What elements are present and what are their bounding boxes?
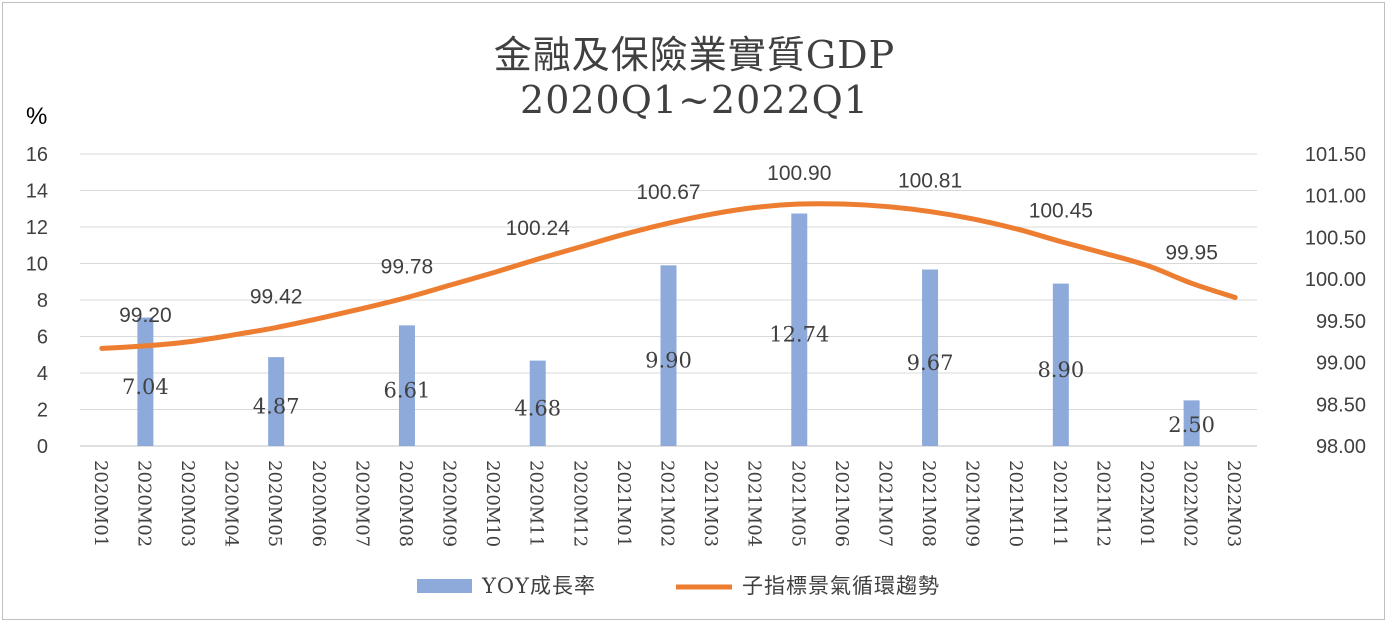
bar — [1183, 400, 1200, 446]
x-tick-label: 2021M06 — [831, 460, 852, 547]
x-tick-label: 2021M05 — [787, 460, 808, 547]
line-data-label: 99.78 — [381, 255, 434, 278]
x-tick-label: 2021M03 — [700, 460, 721, 547]
bar — [1052, 283, 1069, 446]
trend-line — [99, 201, 1238, 351]
bar — [660, 265, 677, 446]
legend-bar-label: YOY成長率 — [481, 574, 596, 598]
x-tick-label: 2020M11 — [526, 460, 547, 547]
line-data-label: 100.45 — [1029, 200, 1093, 223]
y-right-tick-label: 98.50 — [1316, 394, 1366, 416]
y-left-tick-label: 0 — [37, 436, 48, 458]
y-right-tick-label: 98.00 — [1316, 436, 1366, 458]
line-data-label: 99.20 — [119, 304, 172, 327]
y-left-tick-label: 14 — [26, 181, 48, 203]
legend-line-label: 子指標景氣循環趨勢 — [742, 574, 940, 598]
y-left-unit-label: % — [26, 103, 47, 130]
x-tick-label: 2022M01 — [1136, 460, 1157, 547]
y-right-tick-label: 99.50 — [1316, 311, 1366, 333]
y-right-tick-label: 100.00 — [1305, 269, 1366, 291]
bar — [268, 357, 285, 446]
x-tick-label: 2021M11 — [1049, 460, 1070, 547]
bar-data-label: 4.87 — [253, 395, 300, 419]
y-right-tick-label: 100.50 — [1305, 227, 1366, 249]
x-tick-label: 2020M05 — [264, 460, 285, 547]
x-tick-label: 2020M08 — [395, 460, 416, 547]
y-left-tick-label: 6 — [37, 327, 48, 349]
x-tick-label: 2020M06 — [308, 460, 329, 547]
y-left-tick-label: 8 — [37, 290, 48, 312]
line-data-label: 99.95 — [1165, 241, 1218, 264]
x-tick-label: 2021M09 — [962, 460, 983, 547]
bar-data-label: 9.67 — [907, 351, 954, 375]
x-tick-label: 2021M02 — [657, 460, 678, 547]
x-tick-label: 2022M03 — [1223, 460, 1244, 547]
x-tick-label: 2022M02 — [1180, 460, 1201, 547]
x-tick-label: 2020M07 — [351, 460, 372, 547]
bar — [137, 317, 154, 446]
y-right-tick-label: 99.00 — [1316, 353, 1366, 375]
x-tick-label: 2021M10 — [1005, 460, 1026, 547]
x-tick-label: 2020M04 — [221, 460, 242, 547]
bar — [922, 269, 939, 446]
bar-data-label: 12.74 — [769, 323, 829, 347]
line-data-label: 100.24 — [506, 217, 571, 240]
bar — [529, 360, 546, 446]
x-tick-label: 2021M07 — [874, 460, 895, 547]
y-left-tick-label: 2 — [37, 400, 48, 422]
y-left-tick-label: 16 — [26, 144, 48, 166]
bar — [791, 213, 808, 446]
x-tick-label: 2021M12 — [1092, 460, 1113, 547]
bar-data-label: 4.68 — [514, 396, 561, 420]
bar-data-label: 7.04 — [122, 375, 169, 399]
bar-data-label: 6.61 — [384, 379, 431, 403]
y-left-tick-label: 4 — [37, 363, 48, 385]
x-tick-label: 2020M09 — [439, 460, 460, 547]
x-tick-label: 2020M12 — [569, 460, 590, 547]
y-left-tick-label: 10 — [26, 254, 48, 276]
chart-subtitle: 2020Q1~2022Q1 — [520, 78, 869, 122]
x-tick-label: 2020M02 — [133, 460, 154, 547]
x-tick-label: 2020M01 — [90, 460, 111, 547]
legend-bar-swatch — [417, 579, 472, 593]
line-data-label: 100.90 — [767, 162, 831, 185]
bar-data-label: 9.90 — [645, 349, 692, 373]
x-tick-label: 2020M03 — [177, 460, 198, 547]
y-right-tick-label: 101.50 — [1305, 144, 1366, 166]
bar — [398, 325, 415, 446]
y-right-tick-label: 101.00 — [1305, 186, 1366, 208]
x-tick-label: 2020M10 — [482, 460, 503, 547]
x-tick-label: 2021M04 — [744, 460, 765, 547]
line-data-label: 99.42 — [250, 286, 303, 309]
line-data-label: 100.81 — [898, 170, 962, 193]
x-tick-label: 2021M08 — [918, 460, 939, 547]
chart-title: 金融及保險業實質GDP — [493, 33, 896, 77]
bar-data-label: 8.90 — [1037, 358, 1084, 382]
line-data-label: 100.67 — [636, 181, 700, 204]
x-tick-label: 2021M01 — [613, 460, 634, 547]
bar-data-label: 2.50 — [1168, 413, 1215, 437]
y-left-tick-label: 12 — [26, 217, 48, 239]
